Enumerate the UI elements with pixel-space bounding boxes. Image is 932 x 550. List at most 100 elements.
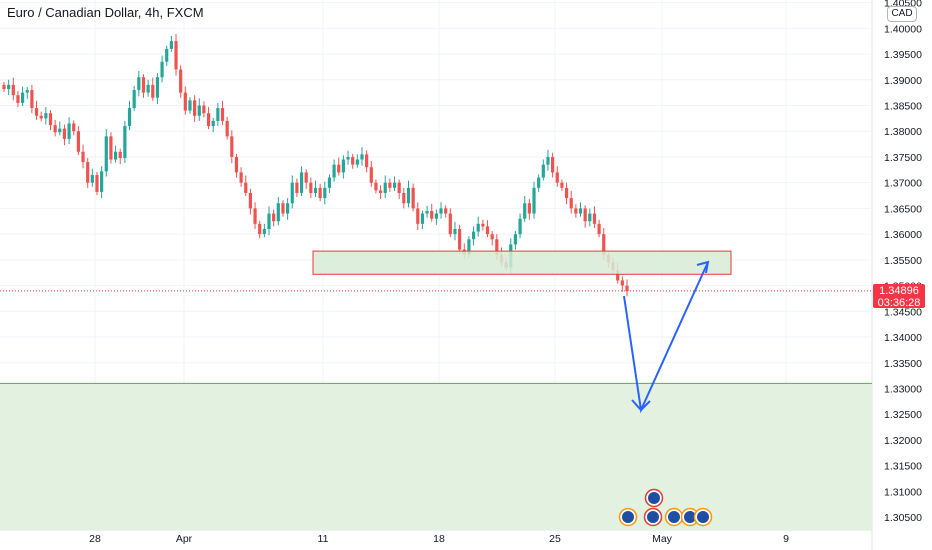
candle-body xyxy=(327,177,332,188)
candle-body xyxy=(323,187,327,199)
candle-body xyxy=(527,203,531,214)
candle-body xyxy=(7,84,11,90)
price-tick-label: 1.32500 xyxy=(884,409,922,421)
candle-body xyxy=(239,172,243,183)
candle-body xyxy=(555,172,559,183)
price-tick-label: 1.40500 xyxy=(884,0,922,10)
candle-body xyxy=(546,156,550,165)
candle-body xyxy=(20,92,25,103)
candle-body xyxy=(86,162,90,183)
candle-body xyxy=(299,172,304,193)
candle-body xyxy=(155,77,160,98)
candle-body xyxy=(123,126,127,158)
candle-body xyxy=(113,151,118,160)
candle-body xyxy=(583,208,587,222)
last-price-value: 1.34896 xyxy=(879,285,919,297)
candle-body xyxy=(211,120,215,127)
candle-body xyxy=(230,136,234,157)
candle-body xyxy=(588,213,592,222)
candle-body xyxy=(392,182,397,188)
candle-body xyxy=(434,213,438,219)
candle-body xyxy=(453,228,457,235)
time-tick-label: 28 xyxy=(89,533,101,545)
candle-body xyxy=(360,154,364,160)
price-tick-label: 1.37500 xyxy=(884,152,922,164)
candle-body xyxy=(467,239,471,255)
candle-body xyxy=(416,208,420,224)
price-tick-label: 1.30500 xyxy=(884,512,922,524)
candle-body xyxy=(309,182,313,193)
candle-body xyxy=(383,182,387,193)
price-tick-label: 1.34500 xyxy=(884,306,922,318)
flag-icon xyxy=(648,492,660,504)
last-price-tag: 1.34896 03:36:28 xyxy=(873,284,925,309)
time-tick-label: 25 xyxy=(549,533,561,545)
candle-body xyxy=(304,172,308,183)
candle-body xyxy=(76,131,80,152)
price-tick-label: 1.37000 xyxy=(884,178,922,190)
target-zone xyxy=(0,383,872,530)
candle-body xyxy=(295,182,299,193)
price-tick-label: 1.35500 xyxy=(884,255,922,267)
candle-body xyxy=(62,128,67,139)
candle-body xyxy=(485,226,490,235)
candle-body xyxy=(616,270,620,281)
candle-body xyxy=(411,187,415,209)
candle-body xyxy=(374,182,378,191)
candle-body xyxy=(318,187,322,199)
arrow-head-up xyxy=(696,260,710,274)
time-tick-label: Apr xyxy=(176,533,193,545)
candle-body xyxy=(244,182,248,193)
flag-icon xyxy=(668,511,680,523)
candle-body xyxy=(397,182,401,193)
candle-body xyxy=(490,234,494,240)
candle-body xyxy=(448,213,452,235)
candle-body xyxy=(518,218,522,235)
price-tick-label: 1.33000 xyxy=(884,383,922,395)
candle-body xyxy=(48,113,53,126)
candle-body xyxy=(313,187,318,193)
candle-body xyxy=(495,239,499,255)
currency-badge[interactable]: CAD xyxy=(887,6,917,22)
candle-body xyxy=(560,182,564,188)
candle-body xyxy=(225,120,229,137)
flag-icon xyxy=(684,511,696,523)
candle-body xyxy=(109,136,113,160)
candle-body xyxy=(90,174,94,183)
candle-body xyxy=(267,213,271,229)
price-tick-label: 1.39500 xyxy=(884,49,922,61)
candle-body xyxy=(513,234,518,245)
time-tick-label: 11 xyxy=(318,533,329,545)
flag-icon xyxy=(622,511,634,523)
candle-body xyxy=(369,167,373,183)
candle-body xyxy=(44,113,48,119)
candle-body xyxy=(551,156,555,173)
candle-body xyxy=(420,213,425,224)
candle-body xyxy=(34,108,39,116)
candle-body xyxy=(100,171,104,192)
candle-body xyxy=(118,151,122,158)
time-axis: 28 Apr 11 18 25 May 9 xyxy=(89,533,789,545)
candle-body xyxy=(281,203,285,214)
candle-body xyxy=(141,77,146,93)
candle-body xyxy=(402,192,406,204)
candle-body xyxy=(25,90,29,93)
candle-body xyxy=(234,156,239,173)
candle-body xyxy=(174,41,178,70)
price-tick-label: 1.33500 xyxy=(884,358,922,370)
candle-body xyxy=(444,208,448,214)
resistance-zone[interactable] xyxy=(312,250,732,275)
price-axis: 1.40500 1.40000 1.39500 1.39000 1.38500 1.380… xyxy=(884,0,922,524)
candle-body xyxy=(58,128,62,133)
price-tick-label: 1.38500 xyxy=(884,100,922,112)
candle-body xyxy=(202,105,206,114)
candle-body xyxy=(592,213,597,224)
projection-arrows[interactable] xyxy=(623,260,710,414)
event-flags[interactable] xyxy=(618,488,713,527)
candle-body xyxy=(165,48,169,62)
candle-body xyxy=(532,187,536,214)
time-tick-label: 9 xyxy=(783,533,789,545)
candle-body xyxy=(569,198,573,209)
candle-body xyxy=(602,234,606,255)
